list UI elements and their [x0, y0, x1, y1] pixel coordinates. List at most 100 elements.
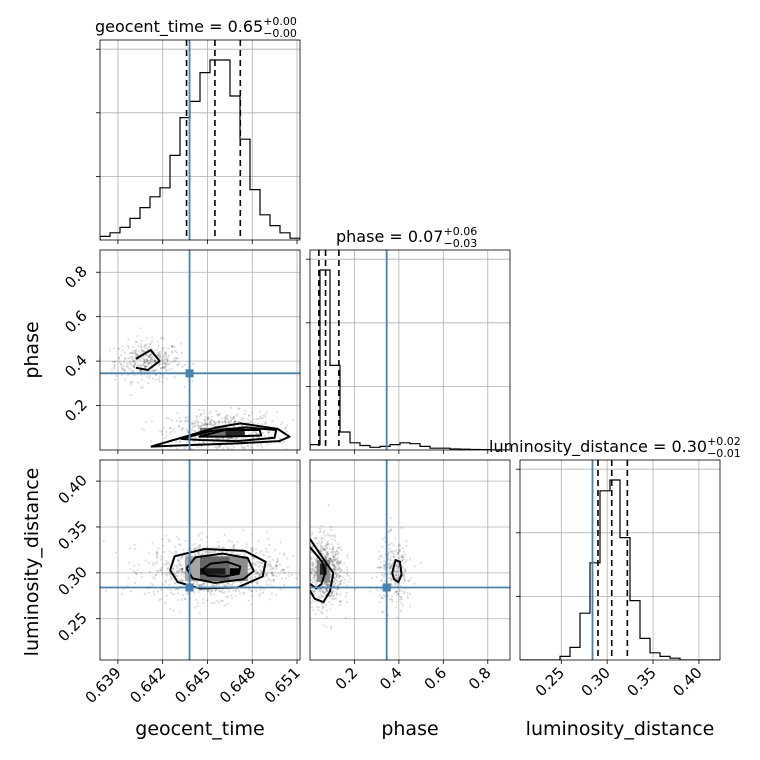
sample-point: [169, 427, 172, 430]
sample-point: [329, 595, 332, 598]
sample-point: [159, 558, 163, 561]
sample-point: [178, 561, 182, 564]
sample-point: [151, 369, 154, 373]
sample-point: [397, 565, 400, 568]
sample-point: [154, 574, 157, 577]
sample-point: [148, 355, 151, 358]
y-tick-label: 0.6: [61, 307, 91, 337]
sample-point: [172, 609, 175, 612]
sample-point: [247, 418, 250, 421]
sample-point: [173, 345, 176, 348]
sample-point: [326, 540, 330, 543]
sample-point: [156, 352, 159, 355]
sample-point: [149, 360, 152, 364]
sample-point: [318, 548, 321, 552]
sample-point: [381, 596, 385, 599]
sample-point: [179, 568, 182, 571]
sample-point: [333, 555, 336, 559]
sample-point: [183, 385, 186, 388]
sample-point: [193, 547, 196, 550]
sample-point: [191, 422, 195, 425]
sample-point: [143, 361, 146, 364]
sample-point: [270, 580, 273, 583]
sample-point: [253, 573, 257, 576]
sample-point: [123, 368, 126, 372]
sample-point: [397, 565, 400, 569]
sample-point: [150, 353, 153, 356]
sample-point: [134, 547, 137, 550]
sample-point: [229, 419, 233, 423]
sample-point: [160, 366, 163, 370]
sample-point: [140, 356, 143, 359]
sample-point: [205, 423, 208, 426]
sample-point: [171, 345, 174, 348]
sample-point: [164, 365, 167, 369]
sample-point: [266, 443, 269, 447]
sample-point: [340, 569, 343, 572]
panel-geocent_time-vs-phase: [96, 249, 301, 454]
sample-point: [140, 348, 143, 351]
sample-point: [164, 581, 167, 584]
sample-point: [252, 557, 255, 560]
sample-point: [343, 578, 347, 581]
sample-point: [256, 445, 259, 448]
truth-marker: [185, 583, 194, 592]
sample-point: [377, 566, 380, 569]
sample-point: [326, 583, 329, 586]
sample-point: [136, 381, 139, 384]
sample-point: [162, 362, 165, 365]
sample-point: [325, 589, 328, 593]
sample-point: [156, 340, 160, 343]
sample-point: [324, 556, 328, 559]
sample-point: [307, 535, 309, 537]
sample-point: [281, 421, 284, 424]
sample-point: [264, 415, 267, 418]
sample-point: [391, 551, 394, 554]
sample-point: [134, 354, 137, 357]
sample-point: [162, 366, 165, 369]
sample-point: [217, 420, 220, 423]
sample-point: [225, 437, 228, 440]
sample-point: [250, 421, 253, 424]
sample-point: [392, 544, 395, 547]
sample-point: [319, 550, 323, 553]
sample-point: [199, 544, 202, 547]
sample-point: [320, 536, 323, 539]
sample-point: [395, 590, 398, 593]
sample-point: [121, 345, 124, 348]
sample-point: [259, 444, 263, 447]
sample-point: [279, 588, 282, 591]
sample-point: [247, 587, 251, 591]
sample-point: [178, 570, 181, 573]
sample-point: [172, 568, 175, 571]
sample-point: [391, 600, 394, 603]
sample-point: [229, 415, 232, 418]
sample-point: [202, 602, 205, 605]
sample-point: [403, 590, 406, 594]
sample-point: [134, 352, 137, 355]
sample-point: [221, 546, 224, 550]
sample-point: [332, 564, 336, 567]
sample-point: [179, 557, 182, 560]
sample-point: [225, 584, 228, 587]
sample-point: [135, 353, 139, 356]
sample-point: [232, 544, 235, 547]
sample-point: [248, 567, 251, 571]
sample-point: [325, 544, 328, 548]
sample-point: [191, 544, 194, 547]
sample-point: [131, 352, 134, 355]
sample-point: [184, 419, 188, 422]
sample-point: [171, 551, 174, 555]
sample-point: [162, 550, 165, 554]
sample-point: [121, 367, 124, 371]
sample-point: [330, 591, 333, 595]
sample-point: [152, 590, 155, 593]
sample-point: [323, 538, 326, 541]
sample-point: [254, 431, 258, 434]
sample-point: [178, 441, 182, 444]
sample-point: [389, 566, 393, 570]
sample-point: [231, 551, 234, 555]
sample-point: [144, 343, 147, 347]
sample-point: [388, 557, 392, 560]
sample-point: [323, 554, 326, 557]
